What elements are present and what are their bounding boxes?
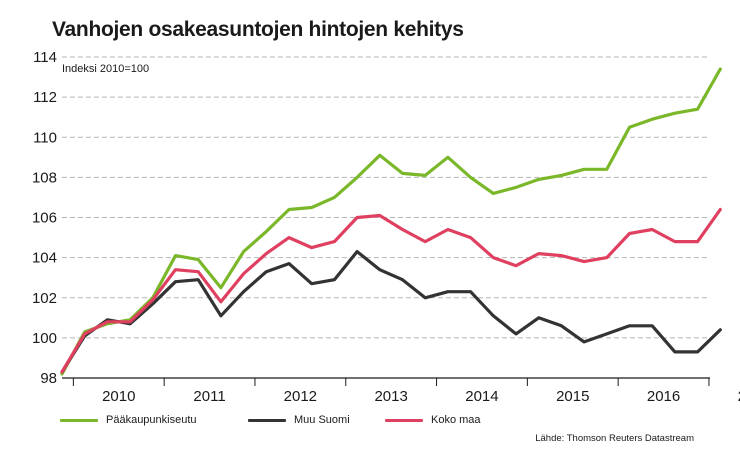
series-line-2	[60, 207, 722, 374]
legend-item-paakaupunkiseutu: Pääkaupunkiseutu	[60, 414, 197, 426]
legend-label: Muu Suomi	[294, 414, 350, 426]
y-tick-label: 112	[33, 89, 57, 106]
legend-swatch-dark	[248, 418, 286, 422]
legend-item-koko-maa: Koko maa	[385, 414, 481, 426]
x-tick-label: 2013	[374, 388, 407, 405]
x-tick-label: 2010	[102, 388, 135, 405]
y-tick-label: 108	[32, 169, 57, 186]
y-tick-label: 100	[32, 330, 57, 347]
y-tick-label: 110	[33, 129, 57, 146]
series-line-1	[60, 250, 722, 374]
legend-item-muu-suomi: Muu Suomi	[248, 414, 350, 426]
x-tick-label: 2011	[193, 388, 225, 405]
legend-swatch-green	[60, 418, 98, 422]
x-tick-label: 2017	[738, 388, 740, 405]
index-note: Indeksi 2010=100	[62, 63, 149, 75]
y-tick-label: 104	[32, 250, 57, 267]
y-tick-label: 114	[33, 49, 57, 66]
series-line-0	[60, 67, 722, 376]
x-tick-label: 2015	[556, 388, 589, 405]
chart-title: Vanhojen osakeasuntojen hintojen kehitys	[52, 18, 464, 41]
legend-label: Koko maa	[431, 414, 481, 426]
legend-swatch-red	[385, 418, 423, 422]
x-tick-label: 2016	[647, 388, 680, 405]
legend-label: Pääkaupunkiseutu	[106, 414, 197, 426]
y-tick-label: 102	[32, 290, 57, 307]
x-tick-label: 2014	[465, 388, 498, 405]
source-note: Lähde: Thomson Reuters Datastream	[535, 433, 694, 444]
y-tick-label: 98	[40, 370, 57, 387]
x-tick-label: 2012	[284, 388, 317, 405]
y-tick-label: 106	[32, 210, 57, 227]
